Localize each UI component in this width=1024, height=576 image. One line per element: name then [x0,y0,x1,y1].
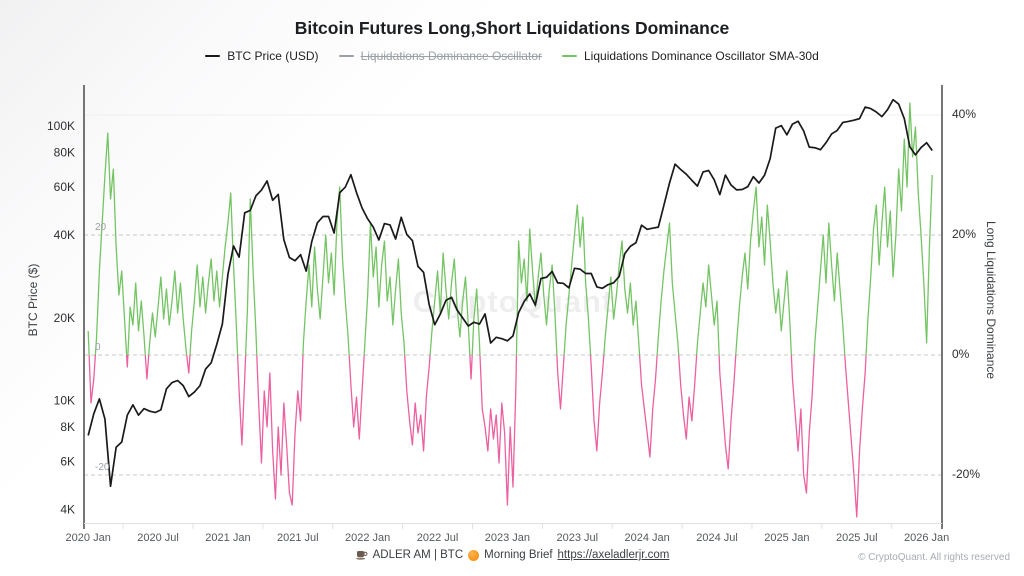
gridlines [84,114,942,476]
oscillator-sma-line [87,102,933,518]
svg-text:2022 Jan: 2022 Jan [345,532,390,544]
left-axis-title: BTC Price ($) [26,263,40,337]
footer-brand-text: ADLER AM | BTC [372,549,464,561]
svg-text:60K: 60K [54,180,75,194]
legend: BTC Price (USD) Liquidations Dominance O… [0,49,1024,63]
svg-text:20: 20 [95,222,107,233]
svg-text:-20: -20 [95,462,110,473]
svg-text:40%: 40% [952,107,976,121]
svg-text:2024 Jan: 2024 Jan [625,532,670,544]
legend-label-oscillator: Liquidations Dominance Oscillator [360,49,542,63]
svg-text:6K: 6K [60,454,75,468]
footer-brief-text: Morning Brief [484,549,553,561]
axes [83,85,943,529]
svg-text:40K: 40K [54,228,75,242]
axis-tick-labels: 4K6K8K10K20K40K60K80K100K-20%0%20%40%202… [47,107,980,544]
legend-label-oscillator-sma: Liquidations Dominance Oscillator SMA-30… [584,49,819,63]
footer-link[interactable]: https://axeladlerjr.com [557,549,670,561]
svg-text:2023 Jan: 2023 Jan [485,532,530,544]
svg-text:10K: 10K [54,393,75,407]
legend-item-oscillator-sma[interactable]: Liquidations Dominance Oscillator SMA-30… [562,49,819,63]
svg-text:2021 Jul: 2021 Jul [277,532,319,544]
legend-marker-oscillator [338,54,354,58]
legend-marker-oscillator-sma [562,54,577,58]
svg-text:-20%: -20% [952,467,980,481]
svg-text:2025 Jan: 2025 Jan [764,532,809,544]
svg-text:2026 Jan: 2026 Jan [904,532,949,544]
svg-text:8K: 8K [60,420,75,434]
svg-text:0%: 0% [952,347,970,361]
right-axis-title: Long Liquidations Dominance [984,220,998,380]
svg-text:80K: 80K [54,146,75,160]
svg-text:2022 Jul: 2022 Jul [417,532,459,544]
footer: ADLER AM | BTC Morning Brief https://axe… [0,549,1024,561]
svg-text:2020 Jan: 2020 Jan [66,532,111,544]
orange-circle-icon [468,549,480,561]
svg-text:0: 0 [95,342,101,353]
svg-text:20K: 20K [54,311,75,325]
svg-text:2021 Jan: 2021 Jan [205,532,250,544]
legend-item-btc-price[interactable]: BTC Price (USD) [205,49,319,63]
btc-price-line [87,98,933,488]
svg-text:100K: 100K [47,119,75,133]
svg-text:2025 Jul: 2025 Jul [836,532,878,544]
copyright-text: © CryptoQuant. All rights reserved [858,552,1010,563]
svg-text:2020 Jul: 2020 Jul [137,532,179,544]
chart-title: Bitcoin Futures Long,Short Liquidations … [294,18,730,38]
coffee-icon [355,549,368,561]
svg-text:2023 Jul: 2023 Jul [556,532,598,544]
legend-item-oscillator[interactable]: Liquidations Dominance Oscillator [338,49,542,63]
svg-text:2024 Jul: 2024 Jul [696,532,738,544]
legend-marker-btc-price [205,54,221,58]
legend-label-btc-price: BTC Price (USD) [227,49,319,63]
svg-text:20%: 20% [952,227,976,241]
svg-text:4K: 4K [60,503,75,517]
